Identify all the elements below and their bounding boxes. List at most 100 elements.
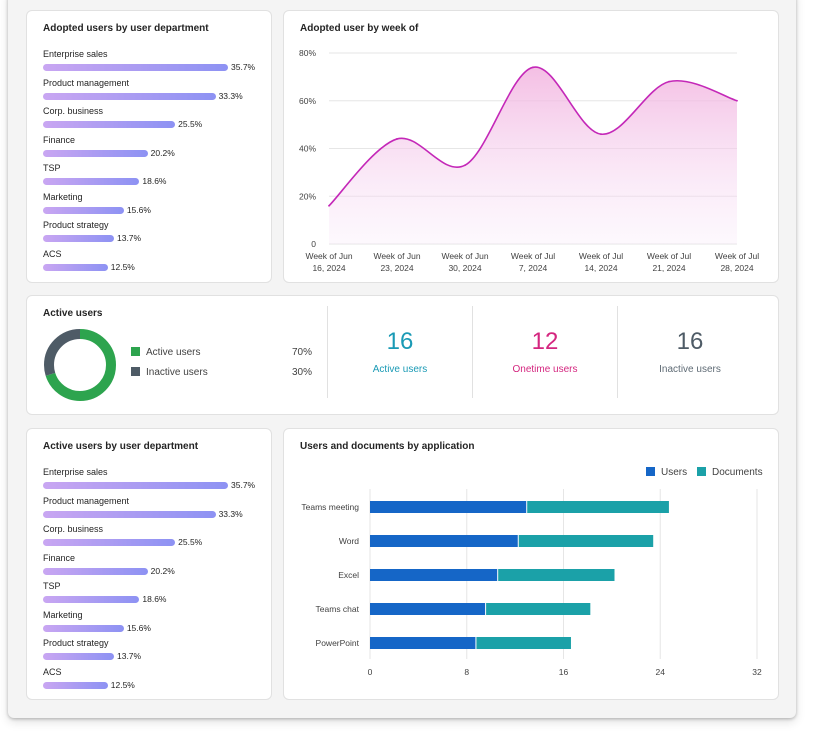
dept-row: Product management 33.3% (43, 78, 261, 106)
card-title: Active users by user department (43, 441, 199, 452)
bar-segment (370, 535, 518, 547)
stat-number: 12 (531, 328, 559, 355)
dept-row: Finance 20.2% (43, 553, 261, 581)
bar-segment (370, 603, 486, 615)
adopted-by-week-card: Adopted user by week of 0 20% 40% 60% 80% Wee… (283, 10, 779, 283)
x-tick-label: Week of Jun (441, 251, 488, 261)
dept-value: 35.7% (231, 480, 256, 490)
bar-segment (370, 501, 527, 513)
x-tick-label: 23, 2024 (380, 263, 413, 273)
dept-row: Product strategy 13.7% (43, 638, 261, 666)
stat-onetime-users: 12 Onetime users (473, 308, 617, 398)
dept-value: 35.7% (231, 62, 256, 72)
legend-label: Documents (712, 467, 763, 478)
dept-value: 20.2% (150, 565, 175, 576)
dept-value: 25.5% (178, 537, 203, 547)
bar-segment (486, 603, 591, 615)
dept-value: 20.2% (150, 147, 175, 158)
y-tick-label: 80% (299, 48, 316, 58)
dept-row: Corp. business 25.5% (43, 524, 261, 552)
dept-row: Corp. business 25.5% (43, 106, 261, 134)
y-tick-label: 60% (299, 96, 316, 106)
x-tick-label: Week of Jun (373, 251, 420, 261)
active-users-donut-chart (44, 329, 116, 401)
users-docs-card: Users and documents by application 0 8 16 2… (283, 428, 779, 700)
dept-row: Product management 33.3% (43, 496, 261, 524)
dept-label: Corp. business (43, 106, 104, 116)
x-tick-label: 28, 2024 (720, 263, 753, 273)
dept-label: Marketing (43, 609, 83, 620)
dept-row: TSP 18.6% (43, 163, 261, 191)
divider (617, 306, 618, 398)
dept-bar (43, 482, 228, 489)
data-point (328, 204, 330, 207)
x-tick-label: Week of Jun (305, 251, 352, 261)
bar-segment (370, 637, 476, 649)
dept-label: ACS (43, 666, 62, 677)
stat-inactive-users: 16 Inactive users (618, 308, 762, 398)
dept-label: Marketing (43, 191, 83, 202)
x-tick-label: 21, 2024 (652, 263, 685, 273)
bar-segment (518, 535, 654, 547)
card-title: Active users (43, 308, 103, 319)
data-point (464, 164, 466, 167)
dept-label: Finance (43, 134, 76, 145)
dept-bar (43, 653, 114, 660)
bar-segment (498, 569, 615, 581)
dept-value: 13.7% (116, 233, 142, 243)
adopted-by-dept-card: Adopted users by user department Enterpr… (26, 10, 272, 283)
dept-label: TSP (43, 581, 61, 591)
y-tick-label: 20% (299, 191, 316, 201)
legend-swatch (697, 467, 706, 476)
data-point (396, 138, 398, 140)
dept-row: ACS 12.5% (43, 667, 261, 695)
y-tick-label: Teams chat (316, 604, 360, 614)
dept-row: ACS 12.5% (43, 249, 261, 277)
dept-row: Enterprise sales 35.7% (43, 49, 261, 77)
divider (472, 306, 473, 398)
dept-row: Enterprise sales 35.7% (43, 467, 261, 495)
x-tick-label: Week of Jul (715, 251, 759, 261)
dept-value: 12.5% (110, 679, 135, 690)
legend-item-active: Active users (131, 347, 200, 358)
active-swatch-icon (131, 347, 140, 356)
dept-label: ACS (43, 248, 62, 259)
dept-value: 15.6% (126, 204, 151, 215)
dept-label: Product management (43, 495, 130, 506)
x-tick-label: Week of Jul (511, 251, 555, 261)
stat-label: Active users (372, 364, 428, 375)
data-point (736, 99, 738, 102)
dept-value: 13.7% (116, 651, 142, 661)
dept-bar (43, 263, 108, 271)
x-tick-label: Week of Jul (579, 251, 623, 261)
x-tick-label: Week of Jul (647, 251, 691, 261)
bar-segment (370, 569, 498, 581)
dept-value: 15.6% (126, 622, 151, 633)
dept-row: Marketing 15.6% (43, 192, 261, 220)
dept-row: TSP 18.6% (43, 581, 261, 609)
x-tick-label: 14, 2024 (584, 263, 617, 273)
dept-row: Finance 20.2% (43, 135, 261, 163)
dept-bar (43, 539, 176, 546)
dept-bar (43, 206, 124, 214)
y-tick-label: 40% (299, 144, 316, 154)
y-tick-label: 0 (311, 239, 316, 249)
dept-bar (43, 596, 140, 603)
stat-active-users: 16 Active users (328, 308, 472, 398)
y-tick-label: Excel (338, 570, 359, 580)
data-point (532, 66, 534, 69)
y-tick-label: Teams meeting (301, 502, 359, 512)
divider (327, 306, 328, 398)
active-by-dept-card: Active users by user department Enterpri… (26, 428, 272, 700)
data-point (600, 133, 602, 136)
x-tick-label: 16 (559, 667, 569, 677)
stat-label: Onetime users (512, 364, 578, 375)
x-tick-label: 8 (464, 667, 469, 677)
users-docs-stacked-bar-chart: 0 8 16 24 32 Teams meeting Word Excel Teams chat… (301, 467, 763, 677)
card-title: Users and documents by application (300, 441, 475, 452)
dept-value: 33.3% (218, 508, 243, 519)
legend-label: Active users (146, 347, 201, 358)
dept-label: Product management (43, 77, 130, 88)
dept-label: Corp. business (43, 524, 104, 534)
legend-item-inactive: Inactive users (131, 367, 208, 378)
